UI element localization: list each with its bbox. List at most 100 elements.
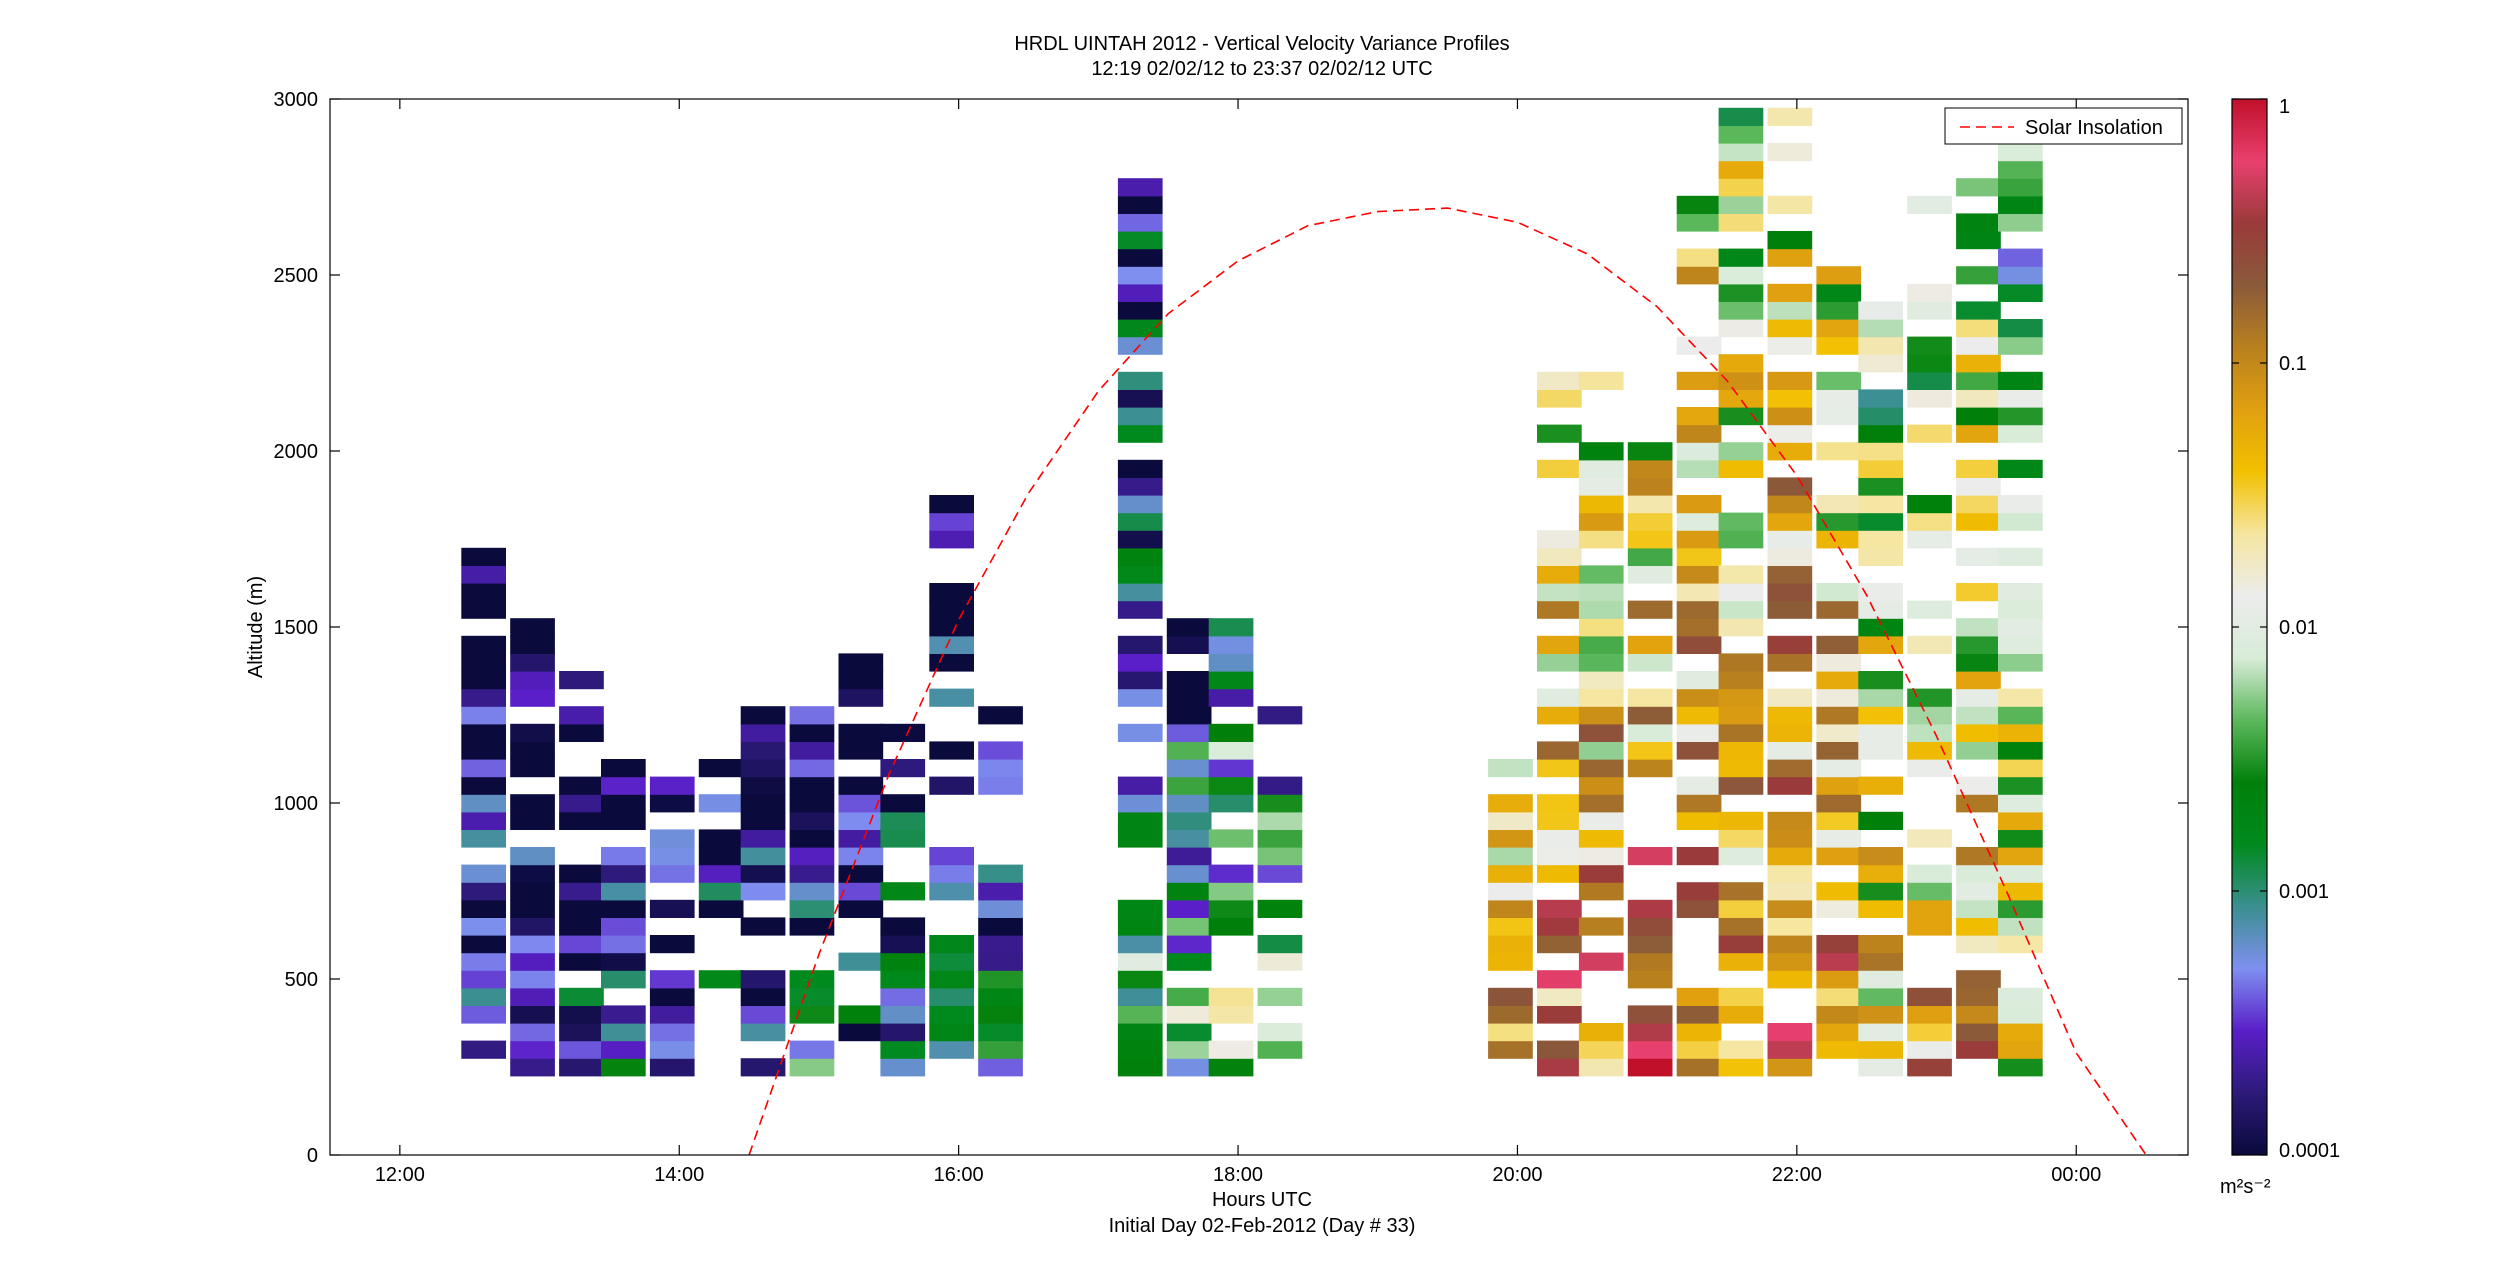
y-axis-label: Altitude (m): [245, 576, 267, 678]
variance-cell: [929, 1023, 974, 1042]
variance-cell: [1907, 195, 1952, 214]
legend: Solar Insolation: [1944, 107, 2183, 145]
variance-cell: [1998, 143, 2043, 162]
variance-cell: [1816, 741, 1862, 760]
variance-cell: [1257, 794, 1303, 813]
variance-cell: [1907, 635, 1952, 654]
variance-cell: [1208, 741, 1254, 760]
variance-cell: [461, 565, 506, 584]
x-tick-label: 12:00: [375, 1164, 425, 1186]
variance-cell: [1166, 618, 1212, 637]
variance-cell: [1998, 371, 2043, 390]
variance-cell: [1767, 741, 1813, 760]
variance-cell: [1816, 1005, 1862, 1024]
variance-cell: [1166, 759, 1212, 778]
variance-cell: [1998, 847, 2043, 866]
variance-cell: [1998, 389, 2043, 408]
variance-cell: [1488, 899, 1533, 918]
variance-cell: [1767, 706, 1813, 725]
variance-cell: [1718, 917, 1764, 936]
variance-cell: [978, 882, 1023, 901]
variance-cell: [1858, 301, 1903, 320]
variance-cell: [1767, 847, 1813, 866]
variance-cell: [1956, 706, 2001, 725]
variance-cell: [1956, 671, 2001, 690]
variance-cell: [838, 723, 884, 742]
colorbar-unit-label: m²s⁻²: [2220, 1176, 2271, 1198]
y-tick-label: 2500: [274, 265, 319, 287]
variance-cell: [1257, 847, 1303, 866]
variance-cell: [1208, 1058, 1254, 1077]
variance-cell: [740, 811, 786, 830]
variance-cell: [1998, 459, 2043, 478]
variance-cell: [1488, 829, 1533, 848]
variance-cell: [1816, 530, 1862, 549]
variance-cell: [1676, 1040, 1722, 1059]
variance-cell: [1578, 917, 1624, 936]
variance-cell: [510, 653, 555, 672]
variance-cell: [1208, 723, 1254, 742]
variance-cell: [1956, 547, 2001, 566]
variance-cell: [1166, 723, 1212, 742]
variance-cell: [649, 1005, 695, 1024]
variance-cell: [838, 794, 884, 813]
variance-cell: [1956, 178, 2001, 197]
variance-cell: [510, 1058, 555, 1077]
variance-cell: [601, 1005, 646, 1024]
variance-cell: [929, 935, 974, 954]
variance-cell: [649, 829, 695, 848]
variance-cell: [1166, 847, 1212, 866]
variance-cell: [1537, 811, 1582, 830]
variance-cell: [1166, 1005, 1212, 1024]
variance-cell: [789, 706, 835, 725]
variance-cell: [1816, 794, 1862, 813]
variance-cell: [978, 776, 1023, 795]
variance-cell: [1767, 301, 1813, 320]
variance-cell: [1907, 1058, 1952, 1077]
variance-cell: [1998, 178, 2043, 197]
variance-cell: [1676, 266, 1722, 285]
variance-cell: [601, 952, 646, 971]
variance-cell: [1537, 829, 1582, 848]
chart-title: HRDL UINTAH 2012 - Vertical Velocity Var…: [1014, 33, 1509, 55]
variance-cell: [1956, 653, 2001, 672]
variance-cell: [510, 1005, 555, 1024]
variance-cell: [649, 1040, 695, 1059]
variance-cell: [880, 970, 926, 989]
variance-cell: [978, 759, 1023, 778]
variance-cell: [698, 847, 744, 866]
variance-cell: [461, 811, 506, 830]
variance-cell: [1998, 776, 2043, 795]
variance-cell: [559, 935, 604, 954]
variance-cell: [1537, 864, 1582, 883]
variance-cell: [601, 1058, 646, 1077]
variance-cell: [1718, 512, 1764, 531]
variance-cell: [510, 759, 555, 778]
variance-cell: [1998, 1005, 2043, 1024]
variance-cell: [1858, 583, 1903, 602]
variance-cell: [559, 917, 604, 936]
variance-cell: [1858, 811, 1903, 830]
variance-cell: [1488, 952, 1533, 971]
variance-cell: [461, 653, 506, 672]
variance-cell: [1858, 688, 1903, 707]
variance-cell: [1907, 829, 1952, 848]
variance-cell: [929, 970, 974, 989]
variance-cell: [1956, 1023, 2001, 1042]
variance-cell: [1858, 864, 1903, 883]
variance-cell: [1907, 741, 1952, 760]
variance-cell: [1578, 811, 1624, 830]
variance-cell: [1117, 389, 1163, 408]
variance-cell: [1718, 882, 1764, 901]
variance-cell: [1208, 864, 1254, 883]
variance-cell: [929, 882, 974, 901]
variance-cell: [1117, 213, 1163, 232]
variance-cell: [838, 811, 884, 830]
variance-cell: [789, 847, 835, 866]
variance-cell: [978, 970, 1023, 989]
variance-cell: [1117, 899, 1163, 918]
variance-cell: [1537, 917, 1582, 936]
variance-cell: [601, 794, 646, 813]
variance-cell: [461, 987, 506, 1006]
y-tick-label: 2000: [274, 441, 319, 463]
